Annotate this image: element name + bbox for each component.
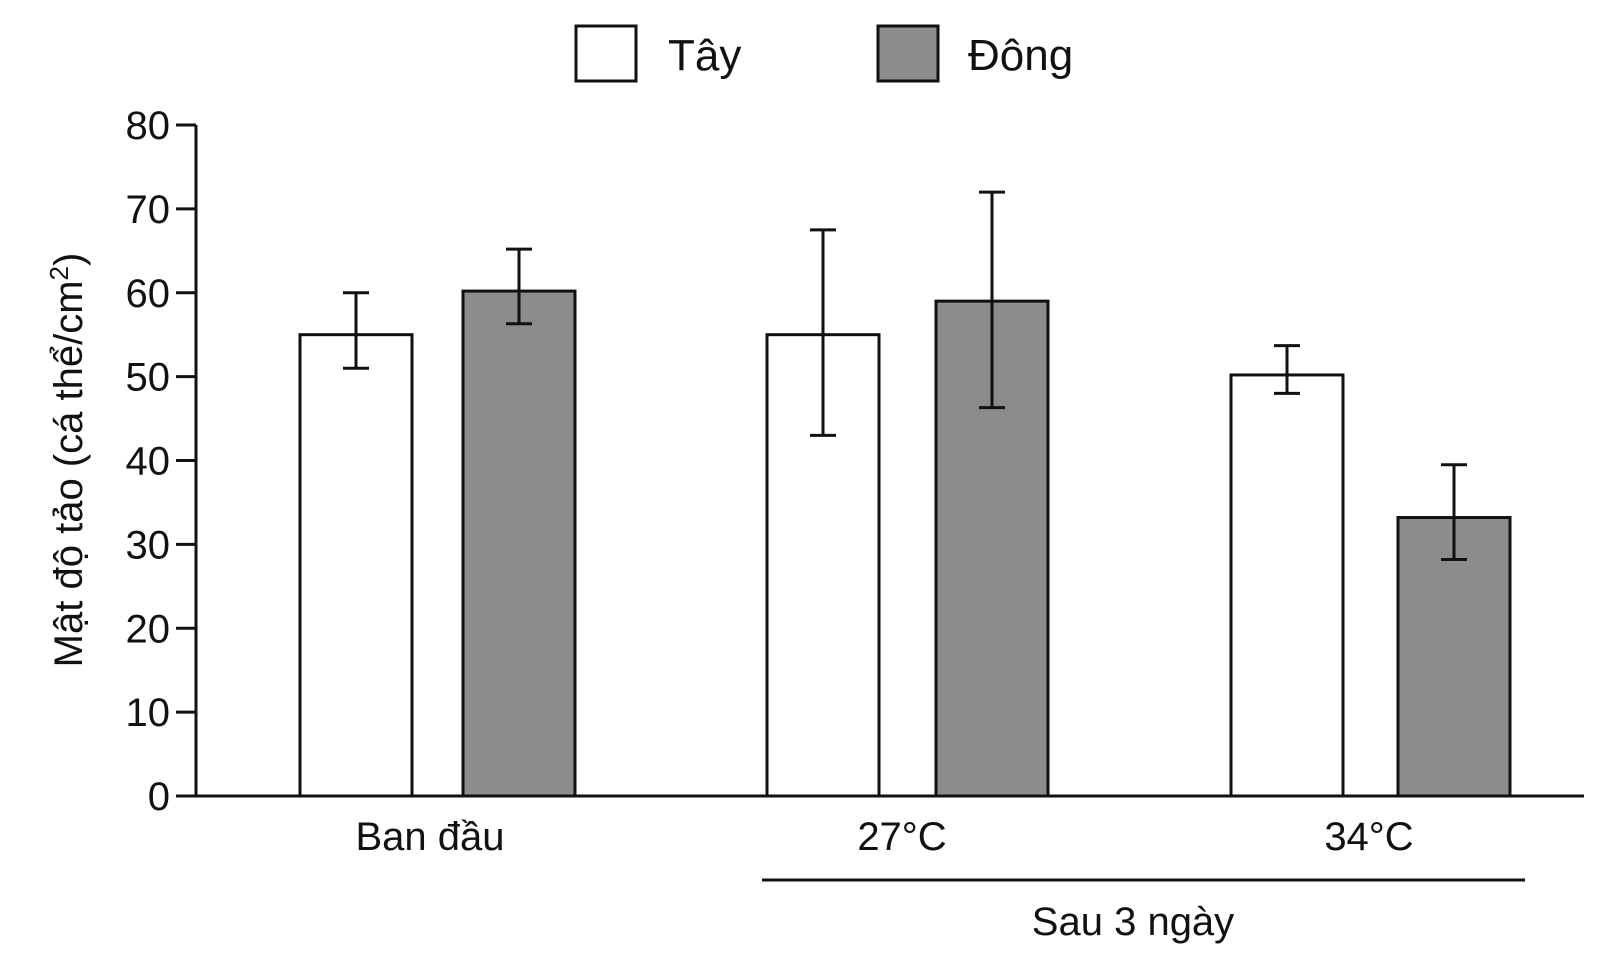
- y-tick-label: 20: [126, 607, 171, 651]
- y-axis-title-superscript: 2: [44, 266, 74, 280]
- y-tick-label: 50: [126, 356, 171, 400]
- x-axis: Ban đầu 27°C 34°C Sau 3 ngày: [196, 794, 1584, 944]
- bar-tay: [765, 333, 881, 798]
- y-tick-label: 0: [148, 775, 170, 819]
- x-category-label: 27°C: [857, 815, 946, 859]
- legend-label-dong: Đông: [968, 31, 1073, 80]
- x-category-label: 34°C: [1324, 815, 1413, 859]
- y-axis: 0 10 20 30 40 50 60 70 80: [126, 104, 198, 819]
- y-tick-label: 70: [126, 188, 171, 232]
- group-label: Sau 3 ngày: [1032, 900, 1234, 944]
- bar-dong: [461, 289, 577, 798]
- legend-swatch-dong: [876, 24, 940, 83]
- y-tick-label: 40: [126, 440, 171, 484]
- y-tick-label: 30: [126, 523, 171, 567]
- y-axis-title: Mật độ tảo (cá thể/cm2): [44, 253, 91, 668]
- y-tick-label: 80: [126, 104, 171, 148]
- legend-swatch-tay: [574, 24, 638, 83]
- legend: Tây Đông: [574, 24, 1073, 83]
- y-tick-label: 60: [126, 272, 171, 316]
- bar-tay: [1229, 373, 1345, 798]
- x-category-label: Ban đầu: [355, 815, 504, 859]
- bar-tay: [298, 333, 414, 798]
- bars: [298, 190, 1512, 798]
- y-tick-label: 10: [126, 691, 171, 735]
- legend-label-tay: Tây: [668, 31, 741, 80]
